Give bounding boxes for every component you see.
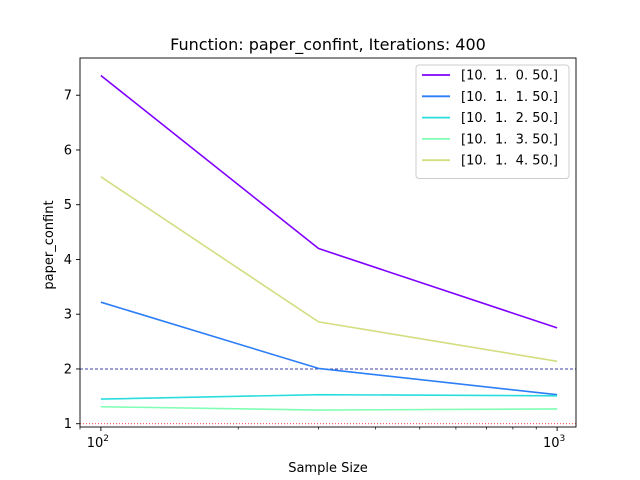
legend-frame xyxy=(415,64,570,179)
legend-label-2: [10. 1. 2. 50.] xyxy=(461,111,558,126)
legend: [10. 1. 0. 50.] [10. 1. 1. 50.] [10. 1. 2.… xyxy=(415,64,570,179)
y-tick-label: 3 xyxy=(64,308,72,323)
series-line-4 xyxy=(100,176,558,363)
y-tick-label: 4 xyxy=(64,253,72,268)
y-tick-label: 7 xyxy=(64,89,72,104)
x-tick-label: 103 xyxy=(543,434,565,451)
y-tick-label: 2 xyxy=(64,362,72,377)
y-axis-title: paper_confint xyxy=(42,200,57,289)
legend-label-0: [10. 1. 0. 50.] xyxy=(461,69,558,84)
series-line-2 xyxy=(100,393,558,400)
x-tick-label: 102 xyxy=(87,434,109,451)
y-tick-label: 5 xyxy=(64,198,72,213)
y-tick-label: 6 xyxy=(64,143,72,158)
x-axis-title: Sample Size xyxy=(288,461,368,476)
y-tick-label: 1 xyxy=(64,417,72,432)
chart-title: Function: paper_confint, Iterations: 400 xyxy=(170,35,486,55)
series-line-1 xyxy=(100,301,558,396)
series-line-3 xyxy=(100,405,558,411)
legend-label-4: [10. 1. 4. 50.] xyxy=(461,154,558,169)
plot-area xyxy=(80,74,576,425)
legend-label-3: [10. 1. 3. 50.] xyxy=(461,132,558,147)
axes: 1 2 3 4 5 6 7 102 103 xyxy=(64,57,577,451)
legend-label-1: [10. 1. 1. 50.] xyxy=(461,90,558,105)
axes-frame xyxy=(79,57,577,428)
series-line-0 xyxy=(100,74,558,329)
